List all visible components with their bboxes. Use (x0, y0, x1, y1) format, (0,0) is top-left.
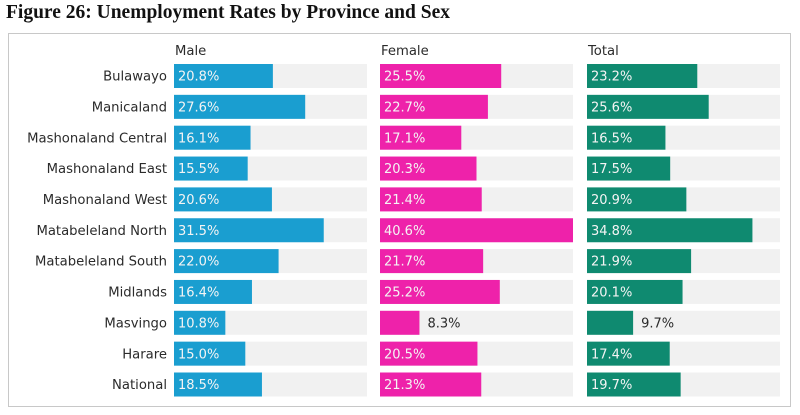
data-label-total-masvingo: 9.7% (641, 316, 674, 331)
data-label-male-manicaland: 27.6% (178, 100, 219, 115)
bar-total-mashonaland-east (587, 156, 671, 181)
category-label-bulawayo: Bulawayo (103, 70, 167, 85)
bar-female-matabeleland-north (380, 218, 573, 243)
bar-female-manicaland (380, 94, 488, 119)
bar-female-midlands (380, 279, 500, 304)
data-label-total-harare: 17.4% (591, 347, 632, 362)
panel-header-total: Total (587, 44, 619, 59)
data-label-female-matabeleland-south: 21.7% (384, 255, 425, 270)
bar-male-midlands (174, 279, 252, 304)
bar-female-bulawayo (380, 64, 502, 88)
data-label-female-harare: 20.5% (384, 347, 425, 362)
category-label-mashonaland-west: Mashonaland West (43, 193, 167, 208)
category-label-manicaland: Manicaland (92, 100, 167, 115)
bar-female-national (380, 372, 482, 397)
data-label-total-bulawayo: 23.2% (591, 70, 632, 85)
data-label-male-matabeleland-north: 31.5% (178, 224, 219, 239)
data-label-male-harare: 15.0% (178, 347, 219, 362)
category-label-harare: Harare (122, 347, 167, 362)
bar-female-harare (380, 341, 478, 366)
data-label-total-mashonaland-east: 17.5% (591, 162, 632, 177)
bar-female-matabeleland-south (380, 249, 484, 274)
category-label-matabeleland-north: Matabeleland North (36, 224, 167, 239)
bar-male-matabeleland-north (174, 218, 324, 243)
bar-total-mashonaland-central (587, 125, 666, 150)
bar-female-mashonaland-east (380, 156, 477, 181)
data-label-male-masvingo: 10.8% (178, 316, 219, 331)
data-label-total-manicaland: 25.6% (591, 100, 632, 115)
bar-total-harare (587, 341, 670, 366)
bar-total-manicaland (587, 94, 709, 119)
bar-total-matabeleland-south (587, 249, 692, 274)
category-label-matabeleland-south: Matabeleland South (35, 255, 167, 270)
data-label-female-masvingo: 8.3% (427, 316, 460, 331)
bar-total-bulawayo (587, 64, 698, 88)
data-label-male-mashonaland-west: 20.6% (178, 193, 219, 208)
bar-male-mashonaland-east (174, 156, 248, 181)
bar-male-national (174, 372, 262, 397)
category-label-mashonaland-east: Mashonaland East (47, 162, 167, 177)
bar-total-masvingo (587, 310, 634, 335)
data-label-total-matabeleland-south: 21.9% (591, 255, 632, 270)
bar-male-manicaland (174, 94, 306, 119)
data-label-male-midlands: 16.4% (178, 286, 219, 301)
chart-title: Figure 26: Unemployment Rates by Provinc… (6, 2, 450, 23)
bar-male-mashonaland-west (174, 187, 272, 212)
data-label-male-mashonaland-central: 16.1% (178, 131, 219, 146)
data-label-female-mashonaland-west: 21.4% (384, 193, 425, 208)
data-label-female-mashonaland-east: 20.3% (384, 162, 425, 177)
data-label-male-bulawayo: 20.8% (178, 70, 219, 85)
data-label-female-national: 21.3% (384, 378, 425, 393)
bar-total-matabeleland-north (587, 218, 753, 243)
data-label-male-national: 18.5% (178, 378, 219, 393)
data-label-total-national: 19.7% (591, 378, 632, 393)
bar-male-harare (174, 341, 246, 366)
panel-header-male: Male (175, 44, 206, 59)
bar-male-mashonaland-central (174, 125, 251, 150)
data-label-total-mashonaland-west: 20.9% (591, 193, 632, 208)
data-label-male-matabeleland-south: 22.0% (178, 255, 219, 270)
bar-female-mashonaland-west (380, 187, 482, 212)
bar-total-mashonaland-west (587, 187, 687, 212)
data-label-female-matabeleland-north: 40.6% (384, 224, 425, 239)
data-label-male-mashonaland-east: 15.5% (178, 162, 219, 177)
data-label-female-manicaland: 22.7% (384, 100, 425, 115)
category-label-masvingo: Masvingo (104, 316, 167, 331)
category-label-mashonaland-central: Mashonaland Central (27, 131, 167, 146)
data-label-female-midlands: 25.2% (384, 286, 425, 301)
bar-female-mashonaland-central (380, 125, 462, 150)
bar-female-masvingo (380, 310, 420, 335)
bar-total-midlands (587, 279, 683, 304)
data-label-total-mashonaland-central: 16.5% (591, 131, 632, 146)
category-label-national: National (112, 378, 167, 393)
data-label-female-mashonaland-central: 17.1% (384, 131, 425, 146)
bar-male-matabeleland-south (174, 249, 279, 274)
data-label-total-matabeleland-north: 34.8% (591, 224, 632, 239)
data-label-female-bulawayo: 25.5% (384, 70, 425, 85)
bar-male-bulawayo (174, 64, 273, 88)
data-label-total-midlands: 20.1% (591, 286, 632, 301)
panel-header-female: Female (381, 44, 429, 59)
bar-male-masvingo (174, 310, 226, 335)
category-label-midlands: Midlands (108, 286, 167, 301)
bar-total-national (587, 372, 681, 397)
